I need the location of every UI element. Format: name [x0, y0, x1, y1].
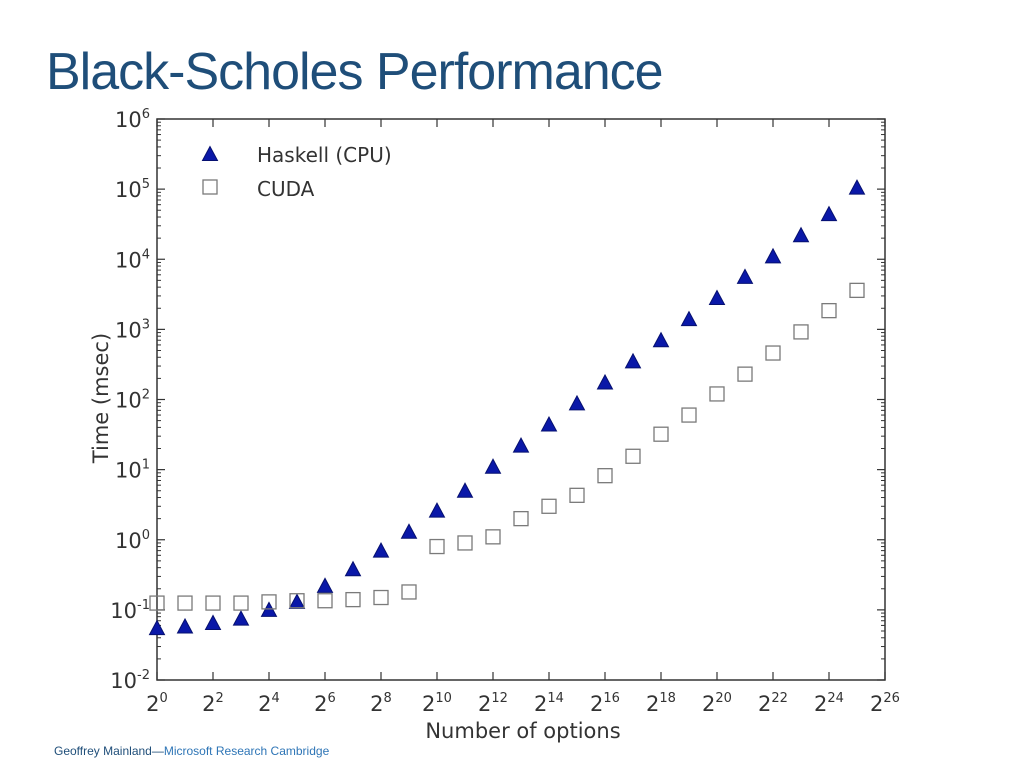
- y-tick-label: 10-2: [110, 668, 150, 693]
- haskell-point: [652, 331, 670, 348]
- cuda-point: [261, 594, 277, 610]
- cuda-point: [765, 345, 781, 361]
- series-haskell-cpu: [148, 179, 866, 636]
- haskell-point: [540, 415, 558, 432]
- x-tick-label: 216: [590, 691, 620, 716]
- x-tick-label: 220: [702, 691, 732, 716]
- haskell-point: [148, 619, 166, 636]
- y-tick-label: 104: [115, 247, 150, 272]
- cuda-point: [457, 535, 473, 551]
- x-tick-label: 226: [870, 691, 900, 716]
- cuda-point: [597, 468, 613, 484]
- y-tick-label: 102: [115, 388, 150, 413]
- y-tick-label: 101: [115, 458, 150, 483]
- y-tick-label: 10-1: [110, 598, 150, 623]
- haskell-point: [708, 289, 726, 306]
- cuda-point: [345, 591, 361, 608]
- haskell-point: [232, 610, 250, 626]
- y-axis: 10-2 10-1 100 101 102 103 104 105 106: [110, 107, 885, 693]
- haskell-point: [456, 482, 474, 498]
- haskell-point: [596, 373, 614, 390]
- legend: Haskell (CPU) CUDA: [201, 143, 392, 201]
- cuda-point: [793, 324, 809, 340]
- series-layer: [148, 179, 866, 636]
- cuda-point: [709, 386, 725, 402]
- cuda-point: [317, 593, 333, 609]
- cuda-point: [429, 538, 445, 555]
- haskell-point: [820, 205, 838, 222]
- x-axis: 20 22 24 26 28 210 212 214 216 218 220 222 224 226: [146, 119, 900, 716]
- x-tick-label: 26: [314, 691, 336, 716]
- cuda-point: [401, 584, 417, 600]
- y-tick-label: 105: [115, 177, 150, 202]
- y-tick-label: 106: [115, 107, 150, 132]
- x-tick-label: 210: [422, 691, 452, 716]
- haskell-point: [372, 542, 390, 558]
- cuda-point: [149, 595, 165, 611]
- x-tick-label: 212: [478, 691, 508, 716]
- footer-org: Microsoft Research Cambridge: [163, 744, 330, 758]
- cuda-point: [541, 498, 557, 514]
- x-tick-label: 224: [814, 691, 844, 716]
- x-tick-label: 222: [758, 691, 788, 716]
- haskell-point: [316, 577, 334, 593]
- footer-separator: —: [151, 744, 164, 758]
- plot-area: [156, 118, 886, 681]
- haskell-point: [848, 179, 866, 195]
- x-tick-label: 28: [370, 691, 392, 716]
- legend-label-haskell: Haskell (CPU): [257, 143, 392, 167]
- haskell-point: [512, 437, 530, 453]
- cuda-point: [849, 282, 865, 299]
- y-axis-label: Time (msec): [89, 333, 113, 464]
- haskell-point: [484, 458, 502, 474]
- haskell-point: [344, 560, 362, 577]
- cuda-point: [177, 595, 193, 611]
- x-tick-label: 24: [258, 691, 280, 716]
- haskell-point: [736, 268, 754, 284]
- cuda-point: [653, 426, 669, 442]
- cuda-point: [485, 529, 501, 545]
- x-tick-label: 214: [534, 691, 564, 716]
- haskell-point: [624, 352, 642, 369]
- legend-marker-cuda: [202, 179, 218, 195]
- x-tick-label: 22: [202, 691, 224, 716]
- cuda-point: [233, 595, 249, 611]
- cuda-point: [373, 589, 389, 606]
- haskell-point: [680, 310, 698, 327]
- y-tick-label: 103: [115, 317, 150, 342]
- series-cuda: [149, 282, 865, 611]
- haskell-point: [568, 394, 586, 411]
- footer: Geoffrey Mainland—Microsoft Research Cam…: [54, 744, 329, 758]
- haskell-point: [764, 247, 782, 264]
- footer-author: Geoffrey Mainland: [54, 744, 152, 758]
- cuda-point: [205, 595, 221, 611]
- cuda-point: [289, 593, 305, 609]
- haskell-point: [400, 523, 418, 539]
- cuda-point: [821, 302, 837, 319]
- haskell-point: [204, 614, 222, 630]
- cuda-point: [681, 407, 697, 423]
- legend-marker-haskell: [201, 145, 219, 161]
- cuda-point: [513, 510, 529, 527]
- cuda-point: [569, 487, 585, 503]
- y-tick-label: 100: [115, 528, 150, 553]
- haskell-point: [428, 502, 446, 518]
- x-tick-label: 20: [146, 691, 168, 716]
- haskell-point: [176, 617, 194, 634]
- legend-label-cuda: CUDA: [257, 177, 315, 201]
- x-axis-label: Number of options: [425, 719, 620, 743]
- slide-title: Black-Scholes Performance: [46, 43, 664, 101]
- cuda-point: [625, 448, 641, 464]
- haskell-point: [792, 226, 810, 243]
- x-tick-label: 218: [646, 691, 676, 716]
- cuda-point: [737, 366, 753, 382]
